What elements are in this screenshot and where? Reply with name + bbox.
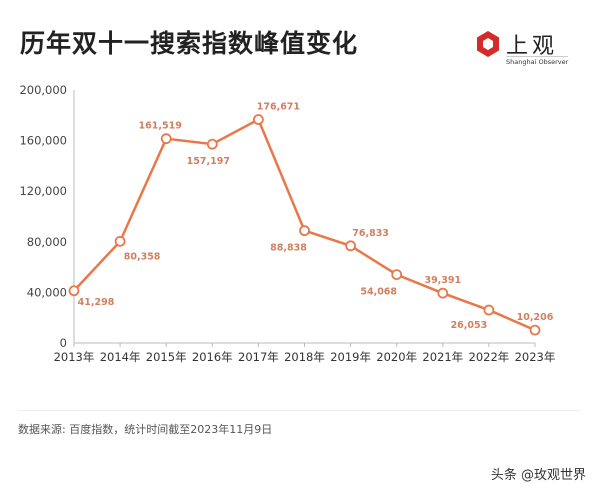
line-chart: 0 40,000 80,000 120,000 160,000 200,000 2013年… [19, 83, 556, 364]
data-label: 88,838 [270, 243, 307, 254]
data-point [483, 304, 495, 316]
x-tick-label: 2013年 [54, 350, 95, 364]
data-label: 39,391 [424, 275, 461, 286]
x-tick-label: 2021年 [422, 350, 463, 364]
data-point [68, 285, 80, 297]
x-tick-label: 2020年 [376, 350, 417, 364]
x-axis: 2013年 2014年 2015年 2016年 2017年 2018年 2019年 2020年… [54, 342, 556, 364]
data-label: 54,068 [360, 287, 397, 298]
y-tick-label: 40,000 [27, 285, 67, 299]
y-axis: 0 40,000 80,000 120,000 160,000 200,000 [19, 83, 75, 350]
data-label: 161,519 [139, 121, 182, 132]
y-tick-label: 120,000 [19, 184, 67, 198]
data-point [345, 240, 357, 252]
watermark: 头条 @玫观世界 [490, 468, 586, 483]
data-label: 176,671 [257, 102, 300, 113]
data-point [206, 138, 218, 150]
chart-title: 历年双十一搜索指数峰值变化 [20, 29, 359, 58]
data-point [529, 324, 541, 336]
y-tick-label: 200,000 [19, 83, 67, 97]
series-line [73, 117, 536, 332]
x-tick-label: 2014年 [100, 350, 141, 364]
data-point [252, 114, 264, 125]
x-tick-label: 2022年 [469, 350, 510, 364]
shanghai-observer-logo: 上观 Shanghai Observer [474, 30, 594, 70]
y-tick-label: 80,000 [27, 235, 67, 249]
data-label: 41,298 [78, 297, 115, 308]
data-label: 80,358 [124, 251, 161, 262]
data-label: 157,197 [187, 156, 230, 167]
logo-hexagon-icon [477, 31, 499, 57]
data-point [114, 235, 126, 247]
y-tick-label: 160,000 [19, 134, 67, 148]
data-point [437, 287, 449, 299]
x-tick-label: 2017年 [238, 350, 279, 364]
data-label: 10,206 [517, 312, 554, 323]
data-source-note: 数据来源: 百度指数，统计时间截至2023年11月9日 [18, 423, 273, 436]
x-tick-label: 2019年 [330, 350, 371, 364]
data-point [160, 133, 172, 145]
y-tick-label: 0 [60, 336, 67, 350]
logo-text-en: Shanghai Observer [506, 56, 569, 66]
divider [18, 410, 580, 411]
data-label: 76,833 [352, 228, 389, 239]
x-tick-label: 2016年 [192, 350, 233, 364]
x-tick-label: 2018年 [284, 350, 325, 364]
data-point [299, 225, 310, 237]
x-tick-label: 2023年 [515, 350, 556, 364]
data-points: 41,298 80,358 161,519 157,197 176,671 88,838 7… [68, 102, 554, 336]
data-label: 26,053 [451, 320, 488, 331]
data-point [391, 269, 403, 281]
logo-text-cn: 上观 [506, 34, 559, 59]
x-tick-label: 2015年 [146, 350, 187, 364]
